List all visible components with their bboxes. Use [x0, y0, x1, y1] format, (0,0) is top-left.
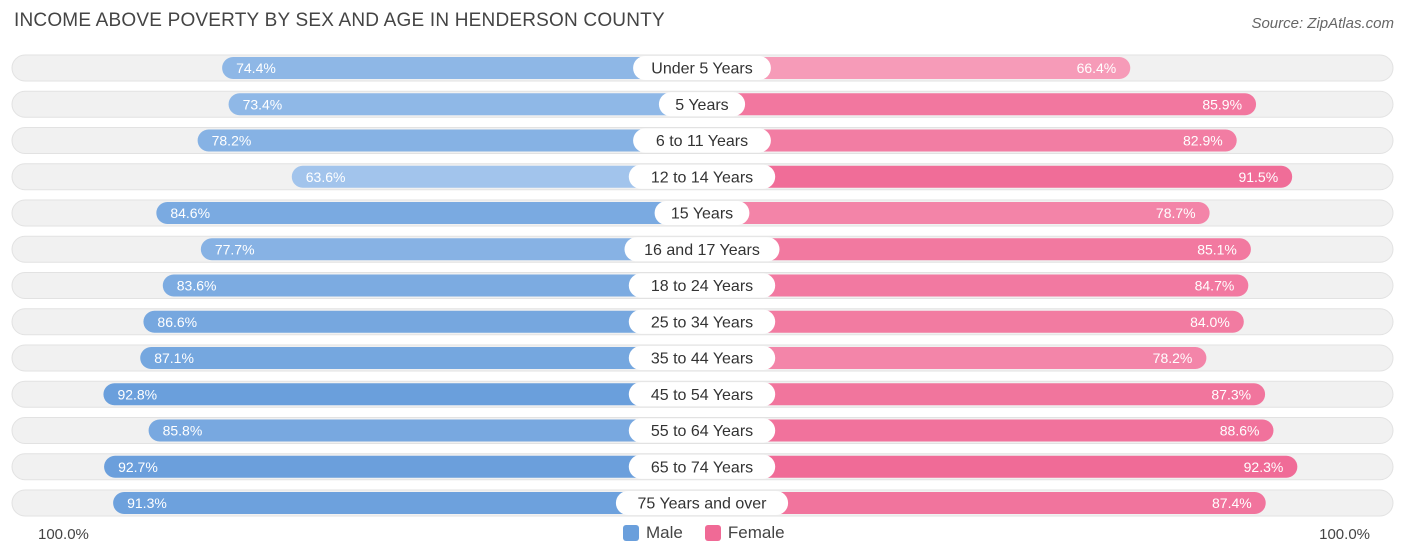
female-bar[interactable]: [702, 347, 1207, 369]
category-label: 65 to 74 Years: [651, 459, 753, 476]
male-bar[interactable]: [222, 57, 702, 79]
category-pill: [654, 201, 750, 225]
male-value-label: 77.7%: [215, 241, 255, 257]
male-bar[interactable]: [291, 165, 702, 188]
category-pill: [628, 454, 776, 479]
category-label: 45 to 54 Years: [651, 387, 753, 404]
female-bar[interactable]: [702, 310, 1244, 333]
male-bar[interactable]: [113, 492, 703, 514]
legend-label-male: Male: [646, 523, 683, 542]
male-value-label: 73.4%: [243, 96, 283, 112]
male-value-label: 92.7%: [118, 459, 158, 475]
female-bar[interactable]: [702, 165, 1293, 188]
female-bar[interactable]: [702, 202, 1210, 224]
category-pill: [628, 346, 776, 370]
category-label: 55 to 64 Years: [651, 423, 753, 440]
category-pill: [658, 92, 746, 117]
female-bar[interactable]: [702, 93, 1257, 116]
category-pill: [628, 273, 776, 298]
legend: Male Female: [623, 523, 799, 543]
category-label: 6 to 11 Years: [656, 133, 748, 150]
male-value-label: 74.4%: [236, 60, 276, 76]
male-value-label: 85.8%: [163, 423, 203, 439]
source-label: Source: ZipAtlas.com: [1251, 15, 1394, 32]
category-label: 12 to 14 Years: [651, 169, 753, 186]
female-value-label: 92.3%: [1244, 459, 1284, 475]
male-bar[interactable]: [140, 347, 702, 369]
male-value-label: 87.1%: [154, 350, 194, 366]
female-value-label: 88.6%: [1220, 423, 1260, 439]
female-bar[interactable]: [702, 57, 1131, 79]
female-bar[interactable]: [702, 129, 1237, 152]
male-bar[interactable]: [156, 202, 702, 224]
male-value-label: 63.6%: [306, 169, 346, 185]
category-label: 75 Years and over: [638, 496, 768, 513]
legend-swatch-male: [623, 525, 639, 541]
male-bar[interactable]: [200, 238, 702, 261]
female-bar[interactable]: [702, 455, 1298, 478]
female-value-label: 78.7%: [1156, 205, 1196, 221]
category-pill: [628, 309, 776, 334]
category-label: 16 and 17 Years: [644, 242, 760, 259]
male-bar[interactable]: [228, 93, 702, 116]
male-value-label: 84.6%: [170, 205, 210, 221]
male-bar[interactable]: [104, 455, 702, 478]
female-bar[interactable]: [702, 419, 1274, 442]
female-value-label: 91.5%: [1238, 169, 1278, 185]
male-bar[interactable]: [197, 129, 703, 152]
female-value-label: 66.4%: [1077, 60, 1117, 76]
male-value-label: 86.6%: [157, 314, 197, 330]
legend-item-female[interactable]: Female: [704, 523, 785, 543]
female-bar[interactable]: [702, 492, 1266, 514]
category-label: 25 to 34 Years: [651, 314, 753, 331]
legend-label-female: Female: [727, 523, 785, 542]
male-bar[interactable]: [103, 383, 702, 406]
category-label: Under 5 Years: [651, 61, 752, 78]
category-label: 35 to 44 Years: [651, 351, 753, 368]
category-pill: [633, 56, 771, 80]
female-value-label: 82.9%: [1183, 133, 1223, 149]
category-pill: [633, 128, 771, 153]
male-value-label: 91.3%: [127, 495, 167, 511]
category-pill: [628, 164, 776, 189]
chart-title: INCOME ABOVE POVERTY BY SEX AND AGE IN H…: [14, 10, 665, 31]
male-bar[interactable]: [148, 419, 703, 442]
female-bar[interactable]: [702, 274, 1249, 297]
female-value-label: 84.7%: [1195, 278, 1235, 294]
female-value-label: 87.3%: [1211, 386, 1251, 402]
male-value-label: 83.6%: [177, 278, 217, 294]
legend-item-male[interactable]: Male: [623, 523, 683, 543]
female-value-label: 84.0%: [1190, 314, 1230, 330]
axis-left-label: 100.0%: [38, 526, 89, 543]
legend-swatch-female: [704, 525, 721, 541]
female-value-label: 78.2%: [1153, 350, 1193, 366]
category-pill: [624, 237, 780, 262]
category-pill: [615, 491, 789, 515]
category-pill: [628, 382, 776, 407]
male-value-label: 92.8%: [117, 386, 157, 402]
male-bar[interactable]: [162, 274, 702, 297]
female-value-label: 85.1%: [1197, 241, 1237, 257]
female-value-label: 87.4%: [1212, 495, 1252, 511]
category-label: 15 Years: [671, 206, 733, 223]
female-value-label: 85.9%: [1202, 96, 1242, 112]
male-bar[interactable]: [143, 310, 702, 333]
female-bar[interactable]: [702, 238, 1251, 261]
female-bar[interactable]: [702, 383, 1266, 406]
category-label: 18 to 24 Years: [651, 278, 753, 295]
category-label: 5 Years: [675, 97, 728, 114]
axis-right-label: 100.0%: [1319, 526, 1370, 543]
male-value-label: 78.2%: [212, 133, 252, 149]
category-pill: [628, 418, 776, 443]
